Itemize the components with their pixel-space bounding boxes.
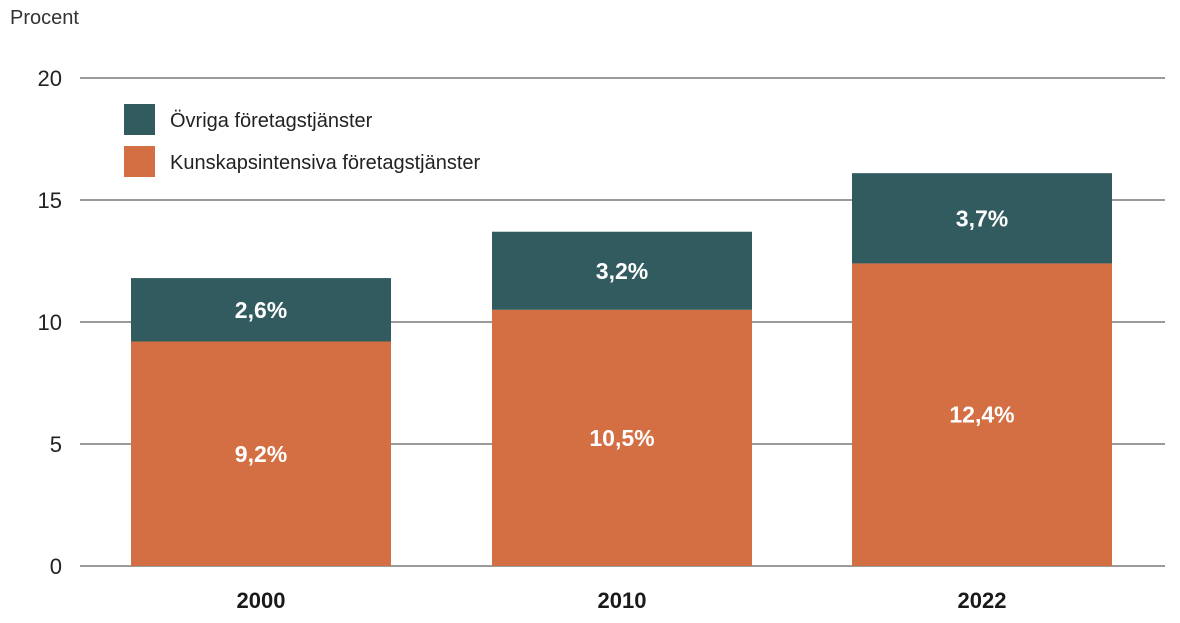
legend: Övriga företagstjänster Kunskapsintensiva… [124, 104, 481, 177]
data-label-2022-series-0: 12,4% [949, 402, 1014, 428]
legend-label-0: Kunskapsintensiva företagstjänster [170, 152, 481, 174]
bar-2000-series-0 [131, 341, 391, 566]
x-tick-label-2010: 2010 [598, 588, 647, 613]
data-labels: 9,2% 2,6% 10,5% 3,2% 12,4% 3,7% [235, 205, 1015, 466]
data-label-2000-series-1: 2,6% [235, 297, 287, 323]
bar-2000-series-1 [131, 278, 391, 342]
y-tick-labels: 0 5 10 15 20 [38, 66, 62, 579]
y-tick-label-10: 10 [38, 310, 62, 335]
data-label-2000-series-0: 9,2% [235, 441, 287, 467]
bars [131, 173, 1112, 566]
data-label-2010-series-1: 3,2% [596, 258, 648, 284]
x-tick-label-2000: 2000 [237, 588, 286, 613]
x-tick-label-2022: 2022 [958, 588, 1007, 613]
y-tick-label-20: 20 [38, 66, 62, 91]
x-tick-labels: 2000 2010 2022 [237, 588, 1007, 613]
bar-2010-series-1 [492, 231, 752, 310]
legend-label-1: Övriga företagstjänster [170, 110, 373, 132]
y-tick-label-5: 5 [50, 432, 62, 457]
bar-2022-series-0 [852, 263, 1112, 566]
data-label-2010-series-0: 10,5% [589, 425, 654, 451]
y-tick-label-0: 0 [50, 554, 62, 579]
legend-swatch-1 [124, 104, 155, 135]
data-label-2022-series-1: 3,7% [956, 205, 1008, 231]
y-axis-label: Procent [10, 7, 79, 29]
bar-2010-series-0 [492, 309, 752, 566]
legend-swatch-0 [124, 146, 155, 177]
y-tick-label-15: 15 [38, 188, 62, 213]
bar-2022-series-1 [852, 173, 1112, 264]
